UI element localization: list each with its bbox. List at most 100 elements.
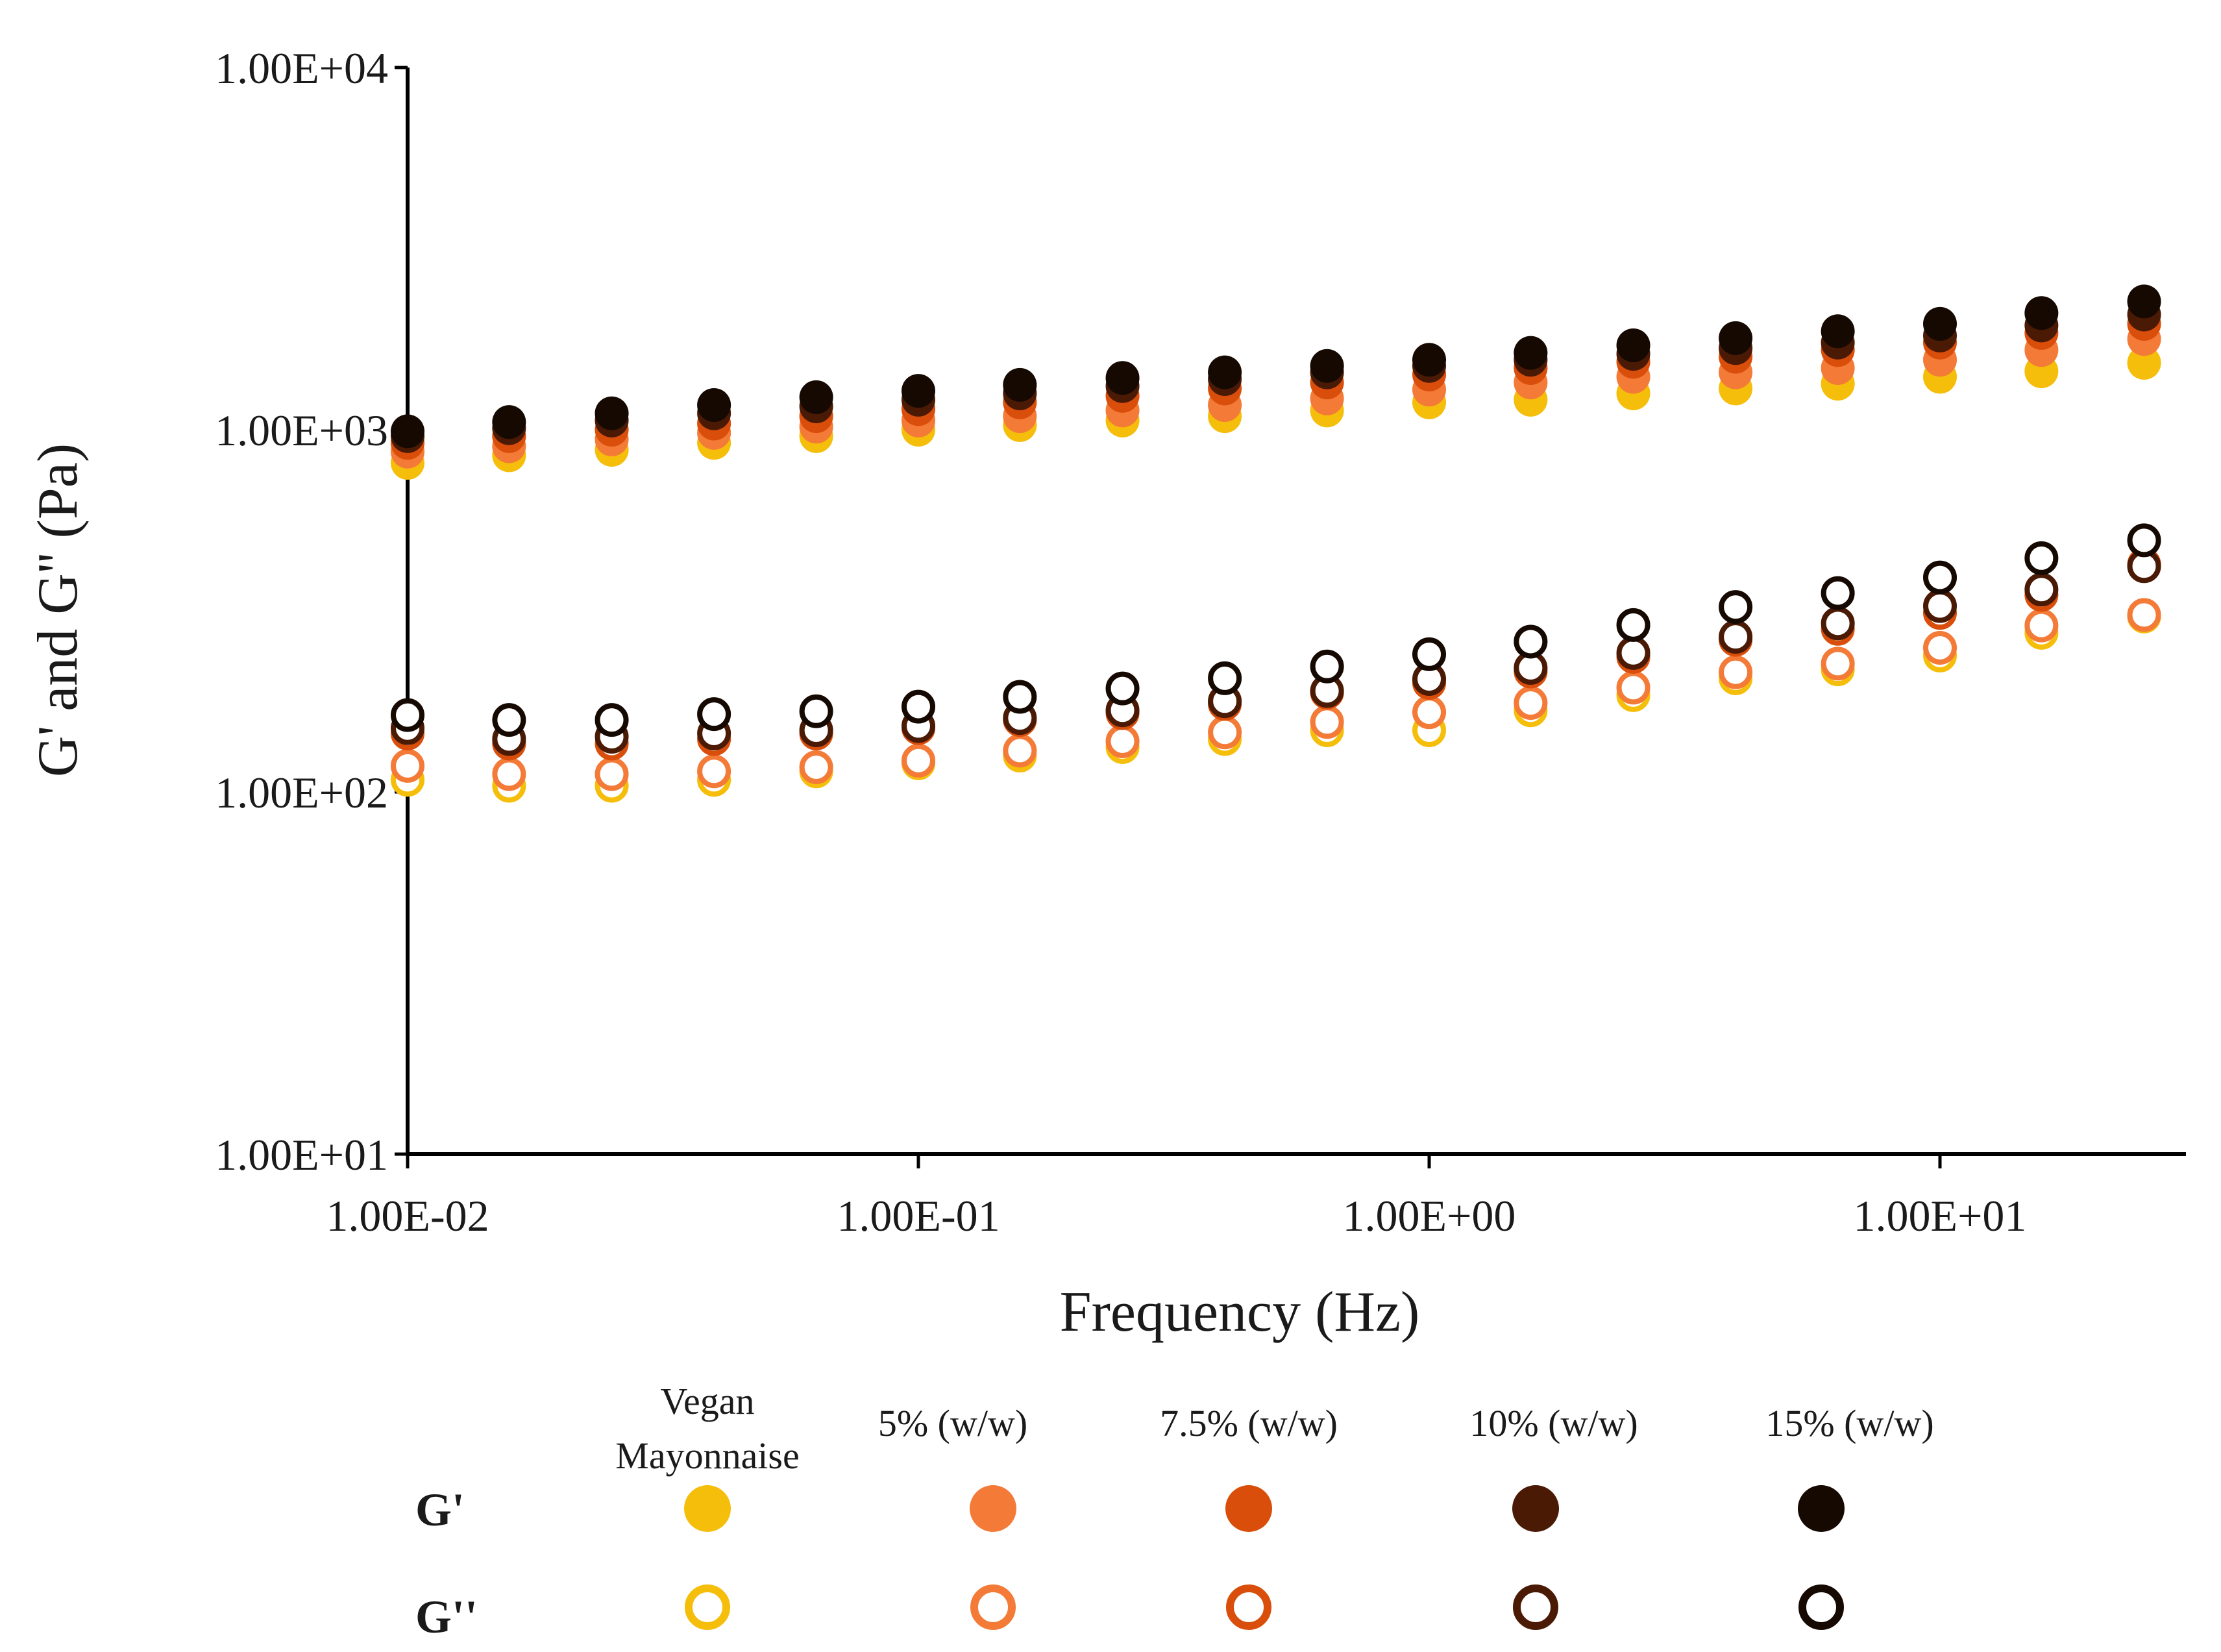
data-point <box>799 750 833 784</box>
x-tick-label: 1.00E-01 <box>837 1191 1000 1240</box>
data-point <box>799 694 833 728</box>
data-point <box>1923 306 1957 341</box>
data-point <box>1616 671 1650 705</box>
legend-marker-open-1 <box>970 1584 1016 1630</box>
x-axis-title: Frequency (Hz) <box>1060 1281 1420 1344</box>
data-point <box>902 374 935 408</box>
data-point <box>1923 589 1957 623</box>
series-g-double-prime-6 <box>391 598 2161 791</box>
data-point <box>595 757 629 791</box>
data-point <box>1310 649 1344 684</box>
y-axis-title: G' and G'' (Pa) <box>27 443 90 777</box>
legend-header-vegan-line2: Mayonnaise <box>615 1435 800 1477</box>
x-tick-label: 1.00E+01 <box>1854 1191 2027 1240</box>
data-point <box>1719 590 1753 624</box>
legend-marker-open-3 <box>1513 1584 1558 1630</box>
series-g-double-prime-5 <box>391 599 2161 803</box>
series-g-prime-3 <box>391 297 2161 453</box>
legend: Vegan Mayonnaise 5% (w/w) 7.5% (w/w) 10%… <box>415 1380 1934 1643</box>
y-tick-label: 1.00E+02 <box>215 768 388 817</box>
legend-marker-filled-1 <box>970 1485 1016 1532</box>
series-g-double-prime-7 <box>391 547 2161 761</box>
data-point <box>1616 635 1650 670</box>
data-point <box>697 754 731 789</box>
data-point <box>391 698 424 732</box>
series-g-prime-1 <box>391 322 2161 469</box>
legend-header-10: 10% (w/w) <box>1469 1402 1638 1444</box>
data-point <box>1616 608 1650 642</box>
legend-marker-filled-3 <box>1512 1485 1559 1532</box>
data-point <box>697 388 731 422</box>
y-tick-label: 1.00E+04 <box>215 43 388 93</box>
legend-marker-filled-4 <box>1798 1485 1845 1532</box>
data-point <box>697 697 731 732</box>
data-point <box>1105 724 1140 758</box>
data-point <box>595 703 629 737</box>
series-g-double-prime-9 <box>391 523 2161 737</box>
data-point <box>2024 573 2059 607</box>
legend-row-g-prime: G' <box>415 1484 465 1536</box>
legend-header-vegan-line1: Vegan <box>661 1380 755 1422</box>
data-point <box>1003 680 1037 714</box>
data-point <box>2024 296 2059 330</box>
legend-marker-open-0 <box>685 1584 730 1630</box>
data-point <box>2024 541 2059 575</box>
series-g-prime-2 <box>391 306 2161 460</box>
data-point <box>1821 576 1855 610</box>
data-point <box>1105 361 1140 395</box>
data-point <box>1923 630 1957 665</box>
data-point <box>2024 608 2059 643</box>
series-g-prime-4 <box>391 284 2161 449</box>
series-g-prime-0 <box>391 345 2161 480</box>
data-point <box>595 396 629 430</box>
legend-header-5: 5% (w/w) <box>878 1402 1027 1444</box>
data-point <box>1923 560 1957 595</box>
data-point <box>1514 624 1548 659</box>
data-point <box>1412 343 1446 377</box>
legend-header-7-5: 7.5% (w/w) <box>1160 1402 1338 1444</box>
data-point <box>1105 671 1140 706</box>
data-point <box>492 757 526 791</box>
x-tick-label: 1.00E-02 <box>326 1191 489 1240</box>
data-point <box>1821 647 1855 681</box>
data-point <box>492 405 526 439</box>
legend-marker-open-4 <box>1798 1584 1844 1630</box>
data-point <box>1208 355 1242 389</box>
data-point <box>2127 284 2161 319</box>
axes: 1.00E+01 1.00E+02 1.00E+03 1.00E+04 1.00E-02… <box>215 43 2186 1240</box>
data-point <box>2127 345 2161 380</box>
data-point <box>1003 734 1037 768</box>
data-point <box>391 748 424 783</box>
data-point <box>1514 686 1548 721</box>
data-point <box>799 380 833 414</box>
data-point <box>902 689 935 724</box>
data-point <box>902 743 935 778</box>
legend-marker-filled-2 <box>1225 1485 1272 1532</box>
data-point <box>1821 606 1855 641</box>
series-g-double-prime-8 <box>391 549 2161 756</box>
legend-marker-open-2 <box>1226 1584 1271 1630</box>
data-point <box>1208 715 1242 750</box>
data-point <box>2127 598 2161 632</box>
data-point <box>1310 349 1344 383</box>
data-point <box>1821 314 1855 349</box>
x-tick-label: 1.00E+00 <box>1343 1191 1516 1240</box>
data-point <box>1719 321 1753 355</box>
y-tick-label: 1.00E+01 <box>215 1130 388 1179</box>
data-point <box>1514 336 1548 370</box>
data-point <box>1412 637 1446 671</box>
data-point <box>391 414 424 449</box>
data-point <box>1310 705 1344 739</box>
data-points <box>391 284 2161 803</box>
data-point <box>1003 367 1037 402</box>
legend-marker-filled-0 <box>684 1485 731 1532</box>
data-point <box>492 703 526 737</box>
data-point <box>1719 655 1753 689</box>
data-point <box>1208 661 1242 695</box>
legend-markers <box>684 1485 1845 1630</box>
data-point <box>2127 523 2161 558</box>
y-tick-label: 1.00E+03 <box>215 406 388 455</box>
data-point <box>1719 620 1753 654</box>
